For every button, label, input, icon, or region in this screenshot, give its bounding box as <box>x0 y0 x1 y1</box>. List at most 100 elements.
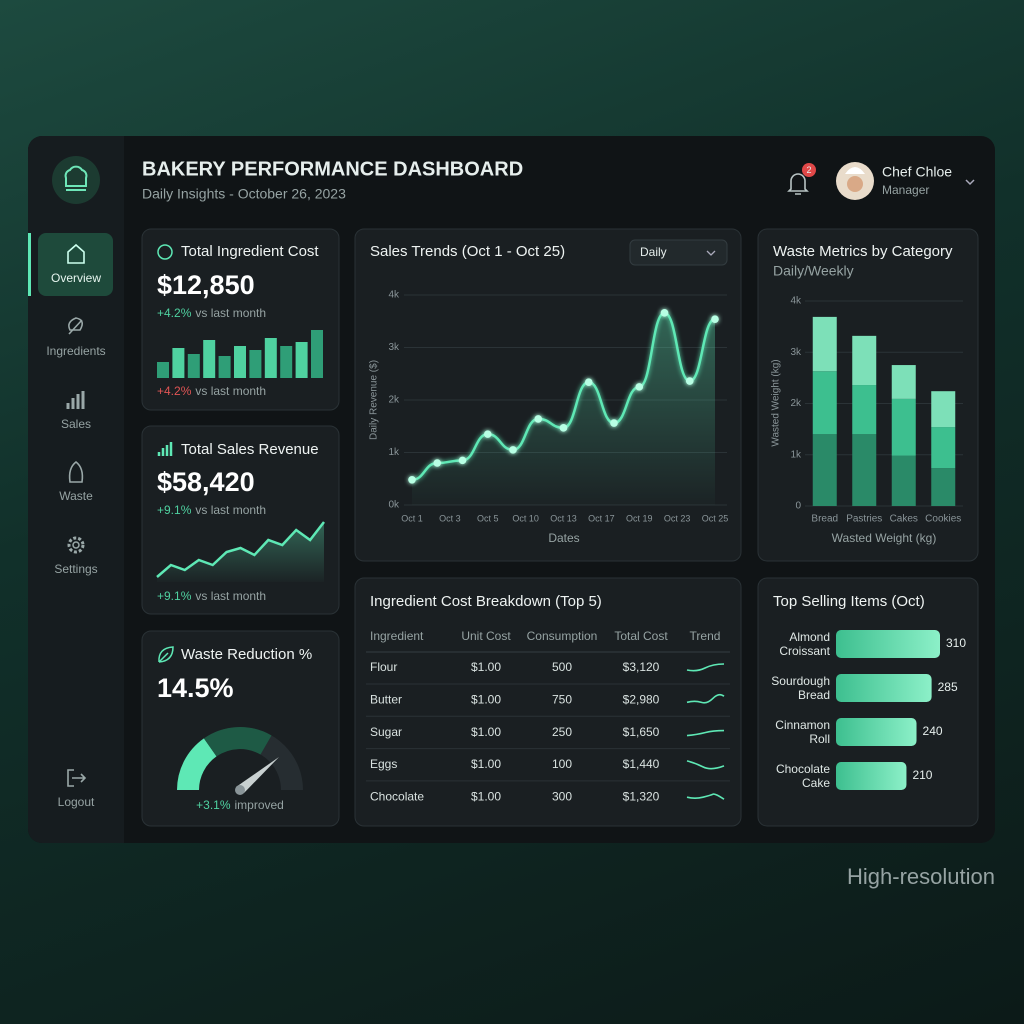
x-axis-label: Wasted Weight (kg) <box>832 531 937 545</box>
gauge-fill-dark <box>203 727 272 757</box>
table-cell: $1.00 <box>471 692 501 706</box>
logo <box>52 156 100 204</box>
point <box>610 419 618 427</box>
kpi-change: +4.2% vs last month <box>157 306 266 320</box>
table-cell: $1.00 <box>471 660 501 674</box>
x-axis-label: Dates <box>548 531 579 545</box>
bar-segment <box>931 427 956 469</box>
bar-segment <box>852 385 877 435</box>
x-tick-label: Oct 10 <box>512 513 539 523</box>
bar <box>836 718 917 746</box>
mini-bar <box>218 356 231 378</box>
table-header: Ingredient <box>370 629 424 643</box>
table-cell: 750 <box>552 692 572 706</box>
dropdown-value[interactable]: Daily <box>640 245 667 259</box>
y-tick-label: 1k <box>790 449 802 460</box>
bar <box>836 762 907 790</box>
point <box>584 378 593 386</box>
point <box>711 315 719 323</box>
mini-bar <box>311 330 323 378</box>
kpi-value: 14.5% <box>157 673 234 703</box>
mini-bar <box>249 350 262 378</box>
kpi-change: +4.2% vs last month <box>157 384 266 398</box>
badge-count: 2 <box>806 165 811 175</box>
trend-icon <box>686 729 725 737</box>
table-header: Unit Cost <box>461 629 511 643</box>
mini-bar <box>203 340 216 378</box>
bar-segment <box>891 365 916 399</box>
footer-text: High-resolution <box>847 864 995 889</box>
bell[interactable] <box>787 173 809 195</box>
table-cell: $1.00 <box>471 789 501 803</box>
table-header: Consumption <box>527 629 598 643</box>
bar-segment <box>812 316 837 372</box>
point <box>660 309 669 317</box>
table-header: Total Cost <box>614 629 668 643</box>
table-cell: Flour <box>370 660 397 674</box>
card <box>354 577 742 827</box>
bar-segment <box>931 391 956 428</box>
sparkline <box>156 521 325 578</box>
change-note: vs last month <box>195 306 266 320</box>
dropdown[interactable] <box>629 239 728 266</box>
nav-item[interactable]: Waste <box>59 489 93 503</box>
trend-icon <box>686 793 725 800</box>
table-title: Ingredient Cost Breakdown (Top 5) <box>370 593 602 610</box>
x-tick-label: Oct 25 <box>702 513 729 523</box>
table-cell: $1.00 <box>471 757 501 771</box>
bar-segment <box>891 398 916 456</box>
logout[interactable]: Logout <box>58 795 95 809</box>
x-tick-label: Bread <box>811 514 838 525</box>
y-tick-label: 3k <box>790 347 802 358</box>
bar <box>836 674 932 702</box>
icon-settings <box>67 536 85 554</box>
logo-icon <box>64 165 88 191</box>
table-cell: $1,440 <box>623 757 660 771</box>
sparkline-area <box>157 522 324 582</box>
table-cell: 500 <box>552 660 572 674</box>
x-tick-label: Oct 13 <box>550 513 577 523</box>
bar-segment <box>852 335 877 386</box>
table-header: Trend <box>690 629 721 643</box>
y-tick-label: 4k <box>790 296 802 307</box>
change-value: +3.1% <box>196 798 231 812</box>
change-value: +4.2% <box>157 384 192 398</box>
mini-bar <box>234 346 246 378</box>
icon-settings-center <box>72 541 80 549</box>
x-tick-label: Oct 23 <box>664 513 691 523</box>
table-cell: $3,120 <box>623 660 660 674</box>
dropdown-caret <box>706 250 716 256</box>
bar-segment <box>812 434 837 506</box>
nav-item[interactable]: Sales <box>61 417 91 431</box>
change-value: +9.1% <box>157 503 192 517</box>
nav-item[interactable]: Settings <box>54 562 97 576</box>
bar <box>836 630 940 658</box>
kpi-change: +9.1% vs last month <box>157 589 266 603</box>
nav-item[interactable]: Ingredients <box>46 344 105 358</box>
sidebar <box>28 136 124 843</box>
y-axis-label: Daily Revenue ($) <box>369 360 380 440</box>
table-cell: Chocolate <box>370 789 424 803</box>
trend-icon <box>686 693 725 704</box>
x-tick-label: Cakes <box>890 514 918 525</box>
table-cell: 250 <box>552 725 572 739</box>
nav-item[interactable]: Overview <box>51 271 101 285</box>
icon-logout <box>67 769 87 787</box>
nav-active <box>38 233 113 296</box>
point <box>433 459 442 467</box>
point <box>635 383 644 391</box>
user-menu[interactable] <box>965 179 975 186</box>
kpi-value: $12,850 <box>157 270 255 300</box>
table-cell: $2,980 <box>623 692 660 706</box>
kpi-title: Waste Reduction % <box>181 646 312 663</box>
mini-bar <box>264 338 277 378</box>
category-label: Almond Croissant <box>779 630 830 658</box>
icon-leaf <box>158 646 174 663</box>
gauge-fill <box>177 738 217 791</box>
change-note: improved <box>235 798 284 812</box>
chart-title: Waste Metrics by Category <box>773 243 953 260</box>
kpi-title: Total Ingredient Cost <box>181 243 319 260</box>
page-title: BAKERY PERFORMANCE DASHBOARD <box>142 158 523 180</box>
kpi-value: $58,420 <box>157 467 255 497</box>
